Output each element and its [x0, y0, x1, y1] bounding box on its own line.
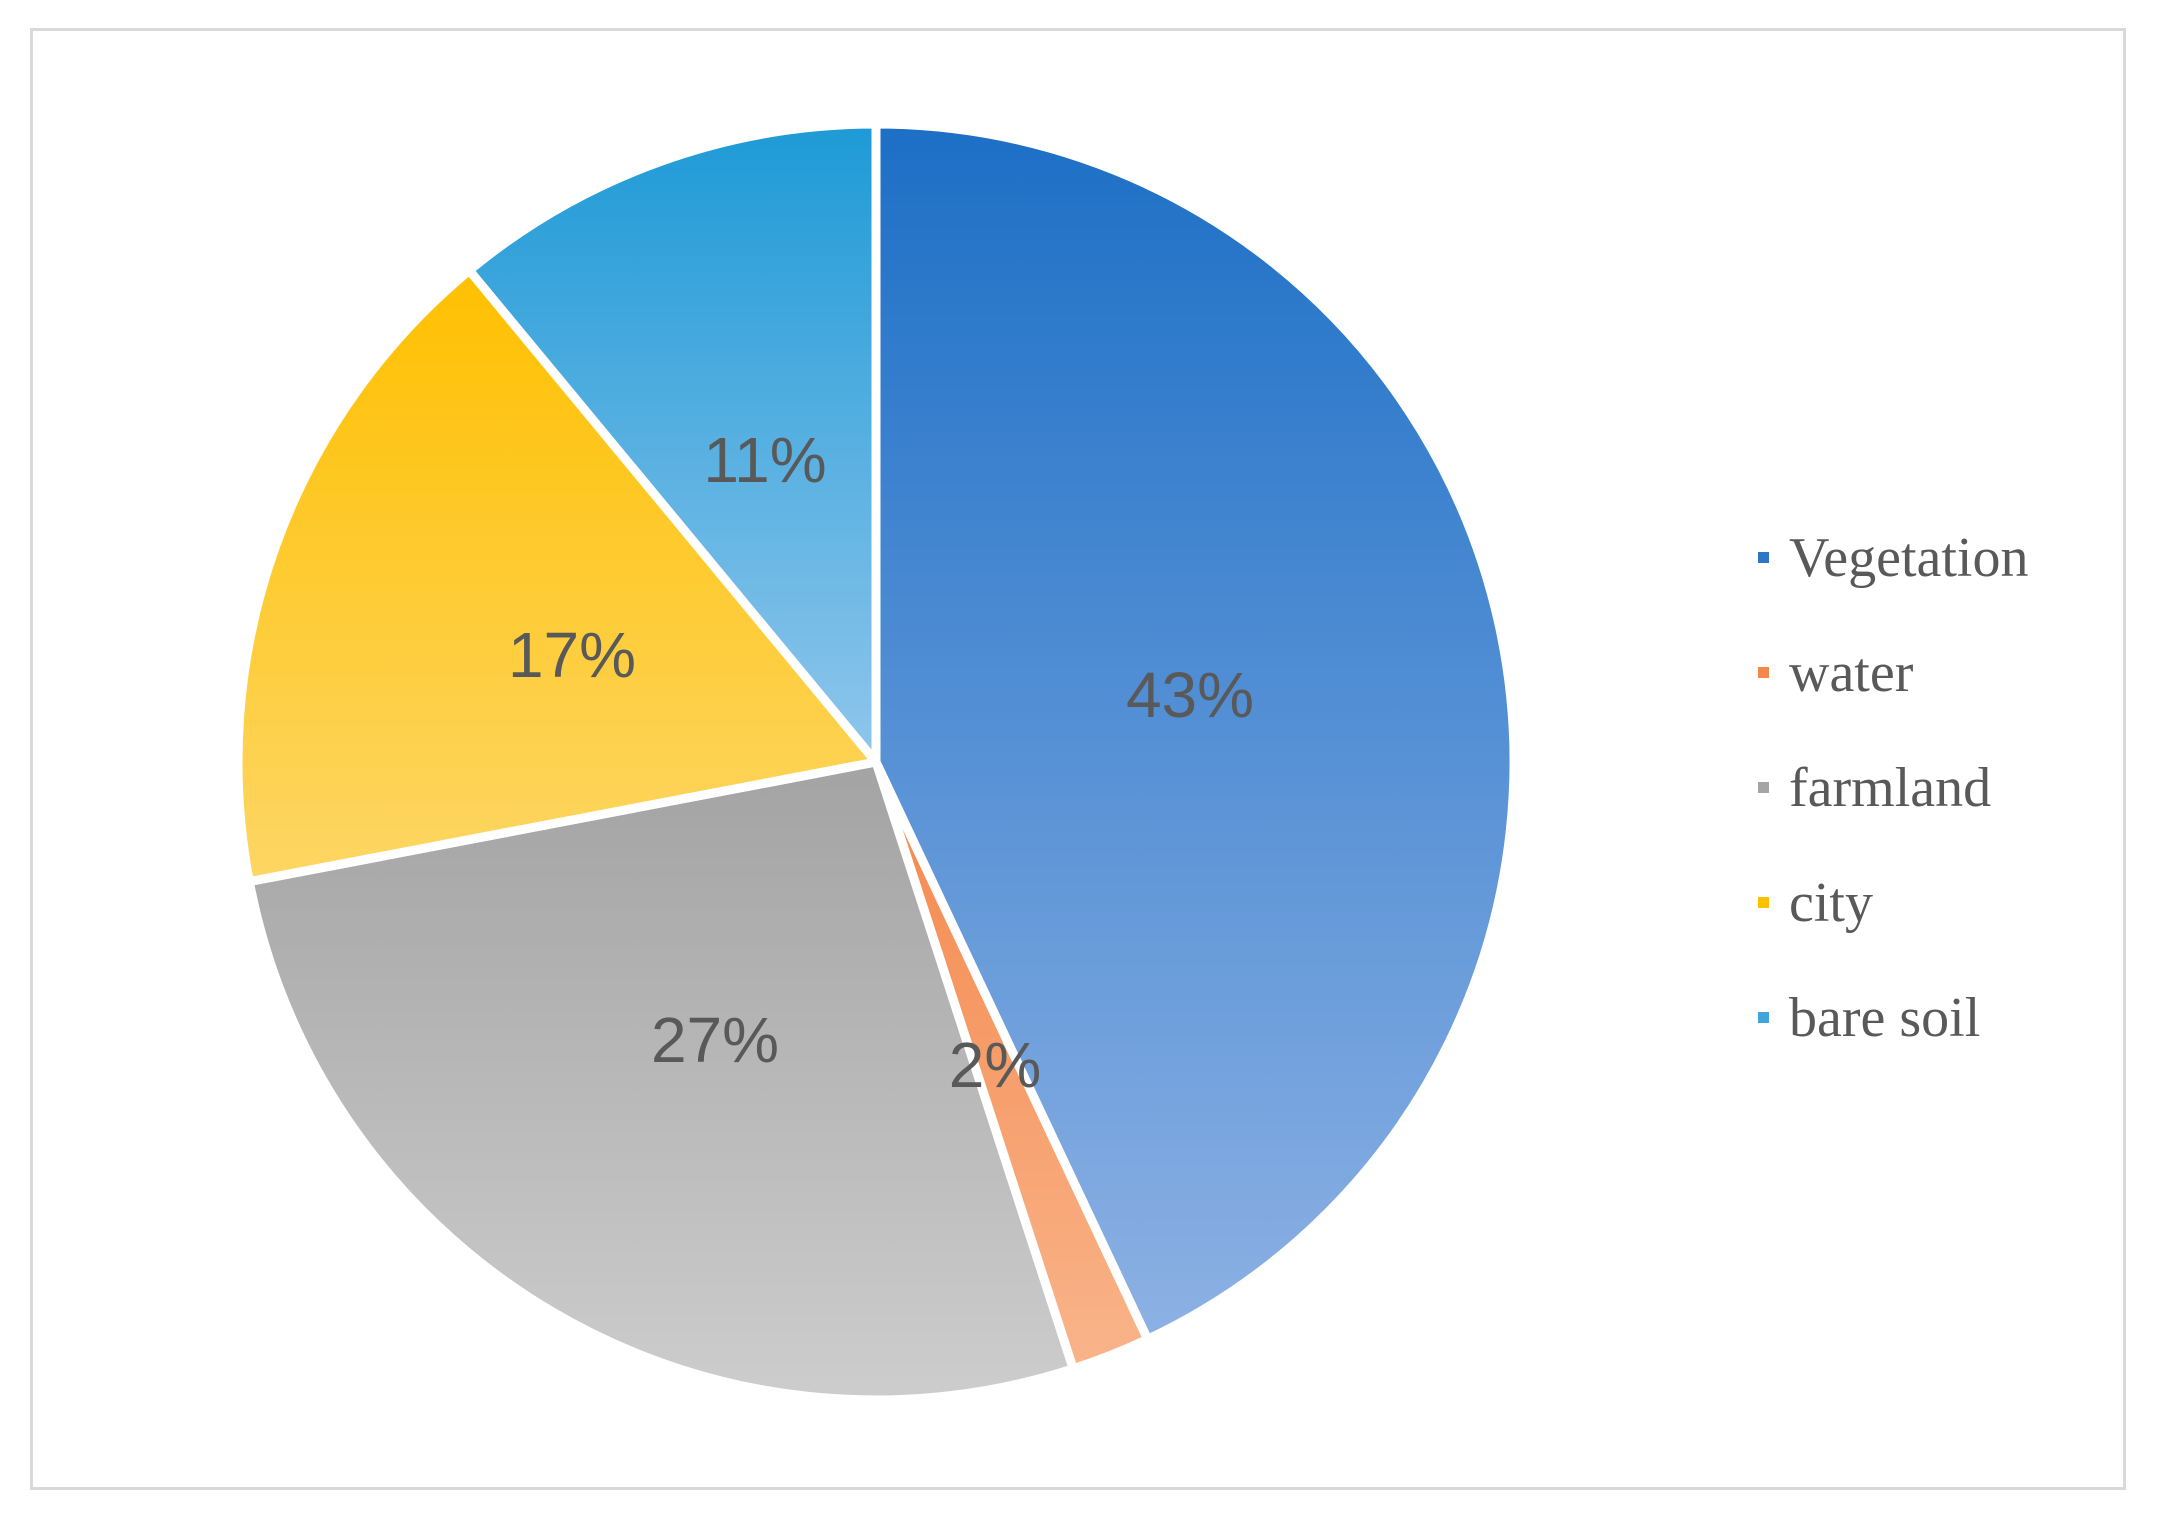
data-label-farmland: 27%	[651, 1004, 779, 1076]
legend-item-farmland: farmland	[1758, 730, 2028, 845]
legend-label: Vegetation	[1789, 526, 2029, 589]
pie-slice-vegetation	[871, 119, 1519, 1344]
data-label-water: 2%	[949, 1029, 1042, 1101]
data-label-vegetation: 43%	[1126, 659, 1254, 731]
legend-item-vegetation: Vegetation	[1758, 500, 2028, 615]
legend-item-water: water	[1758, 615, 2028, 730]
pie-slice-city	[233, 265, 881, 887]
legend-item-bare-soil: bare soil	[1758, 960, 2028, 1075]
legend-swatch	[1758, 667, 1769, 678]
legend-label: farmland	[1789, 756, 1992, 819]
legend-swatch	[1758, 782, 1769, 793]
legend-swatch	[1758, 552, 1769, 563]
legend-label: water	[1789, 641, 1914, 704]
data-label-bare-soil: 11%	[703, 424, 826, 496]
legend-swatch	[1758, 1012, 1769, 1023]
legend-swatch	[1758, 897, 1769, 908]
legend: Vegetation water farmland city bare soil	[1758, 500, 2028, 1075]
legend-label: bare soil	[1789, 986, 1981, 1049]
pie-slice-farmland	[244, 757, 1078, 1405]
pie-slices	[233, 119, 1519, 1405]
pie-slice-bare-soil	[464, 119, 881, 767]
data-label-city: 17%	[508, 619, 636, 691]
pie-data-labels: 43% 2% 27% 17% 11%	[508, 424, 1254, 1101]
legend-label: city	[1789, 871, 1873, 934]
legend-item-city: city	[1758, 845, 2028, 960]
